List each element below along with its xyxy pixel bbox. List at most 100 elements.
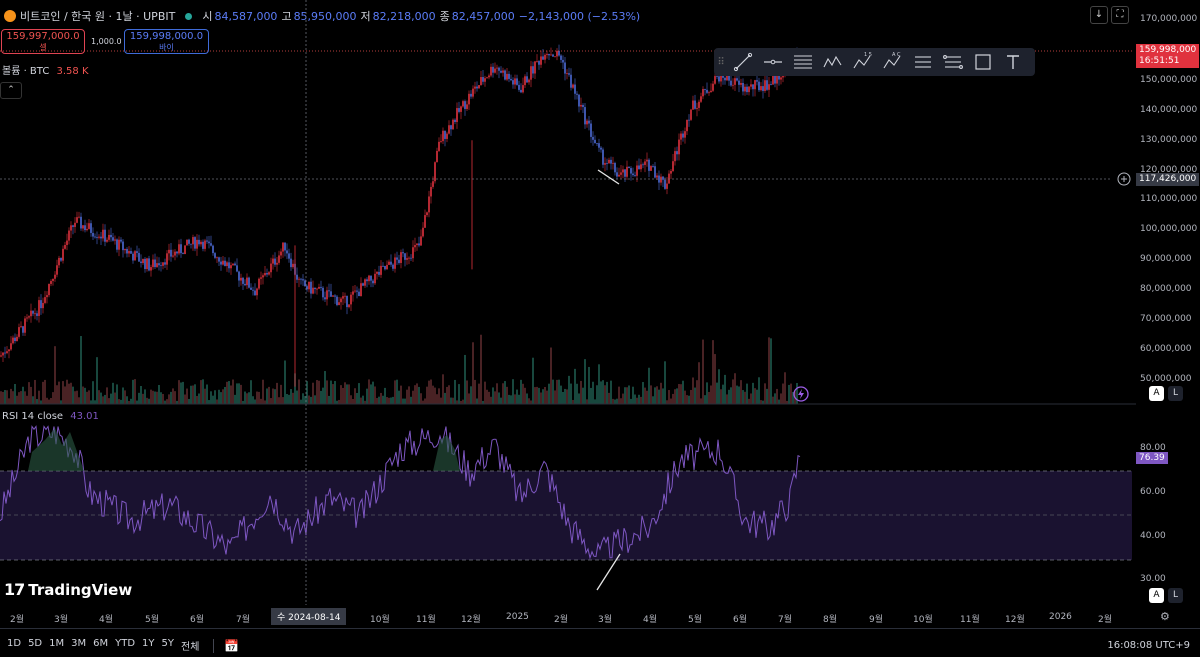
volume-bar: [214, 390, 216, 404]
abc-pattern-tool[interactable]: A C: [878, 48, 908, 76]
volume-bar: [466, 380, 468, 404]
timeframe-button[interactable]: 전체: [181, 642, 200, 653]
volume-bar: [306, 381, 308, 404]
candle-body: [184, 245, 186, 255]
candle-body: [142, 258, 144, 264]
volume-bar: [584, 359, 586, 404]
candle-body: [132, 253, 134, 261]
candle-body: [676, 151, 678, 155]
candle-body: [566, 73, 568, 74]
date-range-tool[interactable]: [908, 48, 938, 76]
volume-bar: [208, 400, 210, 404]
candle-body: [278, 255, 280, 263]
download-icon[interactable]: ↓: [1090, 6, 1108, 24]
timeframe-button[interactable]: 1M: [49, 638, 65, 649]
volume-bar: [714, 354, 716, 404]
candle-body: [464, 101, 466, 109]
time-tick: 12월: [1005, 615, 1025, 625]
text-tool[interactable]: [998, 48, 1028, 76]
volume-bar: [364, 400, 366, 404]
volume-bar: [790, 383, 792, 404]
bitcoin-icon: [4, 10, 16, 22]
pattern-tool[interactable]: [818, 48, 848, 76]
candle-body: [432, 181, 434, 187]
tradingview-logo[interactable]: 17 TradingView: [4, 580, 132, 599]
volume-bar: [474, 379, 476, 404]
rsi-log-scale-button[interactable]: L: [1168, 588, 1183, 603]
sell-button[interactable]: 159,997,000.0 셀: [1, 29, 85, 54]
volume-bar: [662, 388, 664, 404]
timeframe-button[interactable]: 1D: [7, 638, 22, 649]
time-tick: 7월: [236, 615, 251, 625]
candle-body: [418, 243, 420, 246]
price-tick: 120,000,000: [1140, 165, 1198, 175]
candle-body: [226, 262, 228, 266]
timeframe-button[interactable]: 3M: [71, 638, 87, 649]
volume-bar: [266, 388, 268, 404]
candle-body: [636, 165, 638, 176]
volume-bar: [400, 385, 402, 404]
timeframe-button[interactable]: 6M: [93, 638, 109, 649]
volume-bar: [700, 398, 702, 404]
timeframe-button[interactable]: 5Y: [161, 638, 175, 649]
candle-body: [716, 76, 718, 77]
volume-bar: [290, 389, 292, 404]
volume-bar: [610, 380, 612, 404]
rsi-auto-scale-button[interactable]: A: [1149, 588, 1164, 603]
candle-body: [766, 80, 768, 90]
volume-bar: [776, 388, 778, 404]
volume-bar: [148, 398, 150, 404]
candle-body: [542, 56, 544, 60]
candle-body: [104, 229, 106, 242]
auto-scale-button[interactable]: A: [1149, 386, 1164, 401]
candle-body: [714, 76, 716, 84]
candlesticks: [0, 44, 798, 387]
candle-body: [336, 296, 338, 306]
trendline-tool[interactable]: [728, 48, 758, 76]
settings-gear-icon[interactable]: ⚙: [1160, 610, 1170, 623]
time-tick: 4월: [99, 615, 114, 625]
volume-bar: [254, 399, 256, 404]
volume-bar: [572, 399, 574, 404]
volume-bar: [344, 382, 346, 404]
log-scale-button[interactable]: L: [1168, 386, 1183, 401]
price-range-tool[interactable]: [938, 48, 968, 76]
candle-body: [600, 147, 602, 150]
volume-bar: [108, 398, 110, 404]
symbol-header: 비트코인 / 한국 원 · 1날 · UPBIT 시 84,587,000 고 85…: [0, 6, 640, 26]
horizontal-ray-tool[interactable]: [758, 48, 788, 76]
volume-legend[interactable]: 볼륨 · BTC 3.58 K: [2, 62, 89, 77]
date-range-icon[interactable]: 📅: [224, 638, 240, 653]
fullscreen-icon[interactable]: ⛶: [1111, 6, 1129, 24]
volume-bar: [356, 392, 358, 404]
volume-bar: [304, 396, 306, 404]
candle-body: [508, 73, 510, 79]
drag-handle-icon[interactable]: ⠿: [717, 56, 725, 68]
timeframe-button[interactable]: YTD: [115, 638, 136, 649]
volume-bar: [536, 386, 538, 404]
candle-body: [506, 73, 508, 80]
volume-bar: [226, 381, 228, 404]
rectangle-tool[interactable]: [968, 48, 998, 76]
candle-body: [742, 82, 744, 92]
elliott-wave-tool[interactable]: 1 5: [848, 48, 878, 76]
clock[interactable]: 16:08:08 UTC+9: [1107, 640, 1190, 651]
candle-body: [240, 277, 242, 281]
candle-body: [638, 165, 640, 170]
buy-button[interactable]: 159,998,000.0 바이: [124, 29, 209, 54]
collapse-legend-button[interactable]: ⌃: [0, 82, 22, 99]
fib-retracement-tool[interactable]: [788, 48, 818, 76]
volume-bar: [318, 380, 320, 404]
timeframe-button[interactable]: 5D: [28, 638, 43, 649]
candle-body: [774, 74, 776, 84]
candle-body: [750, 84, 752, 87]
candle-body: [352, 291, 354, 295]
volume-bar: [482, 400, 484, 404]
timeframe-button[interactable]: 1Y: [142, 638, 155, 649]
candle-body: [422, 227, 424, 237]
volume-bar: [752, 382, 754, 404]
symbol-title[interactable]: 비트코인 / 한국 원 · 1날 · UPBIT: [20, 10, 176, 23]
rsi-legend[interactable]: RSI 14 close 43.01: [2, 411, 99, 422]
time-tick: 8월: [823, 615, 838, 625]
